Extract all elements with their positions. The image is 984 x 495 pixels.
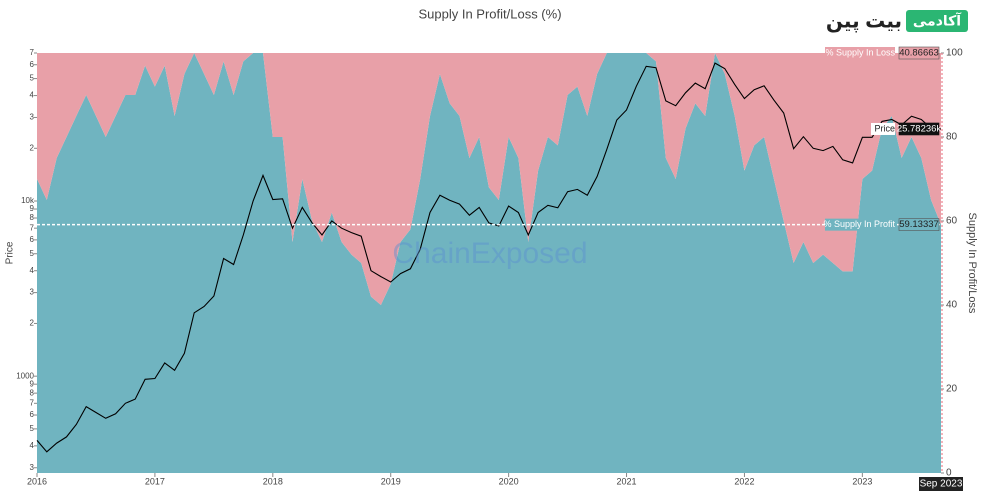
y-tick-label: 9	[30, 379, 35, 388]
y2-tick-label: 60	[946, 216, 958, 227]
y-tick-label: 4	[30, 441, 35, 450]
area	[37, 53, 941, 473]
y-tick-label: 4	[30, 91, 35, 100]
y-tick-label: 7	[30, 48, 35, 57]
chart-title: Supply In Profit/Loss (%)	[418, 6, 561, 21]
x-tick-label: 2021	[617, 476, 637, 486]
x-tick-label: 2023	[852, 476, 872, 486]
y-tick-label: 3	[30, 113, 35, 122]
series-name-box	[825, 218, 895, 231]
y-tick-label: 6	[30, 235, 35, 244]
x-tick-label: 2019	[381, 476, 401, 486]
y-tick-label: 9	[30, 204, 35, 213]
y-tick-label: 5	[30, 249, 35, 258]
area	[37, 53, 941, 305]
y-tick-label: 6	[30, 60, 35, 69]
logo-name: بیت پین	[826, 10, 902, 33]
end-label: 25.78236k	[897, 123, 942, 134]
y-tick-label: 5	[30, 424, 35, 433]
y-tick-label: 2	[30, 143, 35, 152]
y2-tick-label: 40	[946, 300, 958, 311]
y2-tick-label: 20	[946, 384, 958, 395]
y-tick-label: 2	[30, 319, 35, 328]
series-name-box	[825, 47, 895, 59]
y-tick-label: 5	[30, 74, 35, 83]
x-tick-label: 2020	[499, 476, 519, 486]
watermark: ChainExposed	[392, 237, 587, 270]
end-label-box	[898, 122, 940, 136]
y2-tick-label: 0	[946, 468, 952, 479]
end-label: 40.86663	[899, 48, 939, 59]
logo-badge	[906, 10, 968, 32]
end-label-box	[898, 46, 940, 60]
end-label-box	[898, 218, 940, 231]
y-tick-label: 10k	[21, 196, 35, 205]
x-tick-label: 2018	[263, 476, 283, 486]
y-tick-label: 8	[30, 388, 35, 397]
y-tick-label: 1000	[16, 371, 34, 380]
y-tick-label: 3	[30, 288, 35, 297]
legend-entry: % Supply In Loss	[825, 47, 895, 57]
y-tick-label: 6	[30, 410, 35, 419]
x-tick-label: 2016	[27, 476, 47, 486]
y2-axis-label: Supply In Profit/Loss	[966, 213, 978, 314]
y-tick-label: 3	[30, 463, 35, 472]
y-tick-label: 7	[30, 223, 35, 232]
end-date-label: Sep 2023	[920, 479, 963, 490]
logo-tag: آکادمی	[913, 12, 962, 29]
x-tick-label: 2017	[145, 476, 165, 486]
price-line	[36, 62, 942, 453]
y-tick-label: 4	[30, 266, 35, 275]
y-tick-label: 7	[30, 398, 35, 407]
y2-tick-label: 100	[946, 48, 963, 59]
end-label: 59.13337	[899, 219, 939, 230]
series-name-box	[871, 122, 895, 135]
y-tick-label: 8	[30, 213, 35, 222]
x-tick-label: 2022	[734, 476, 754, 486]
y2-tick-label: 80	[946, 132, 958, 143]
end-date-box	[919, 477, 963, 491]
legend-entry: % Supply In Profit	[823, 219, 895, 229]
y-axis-label: Price	[5, 241, 16, 264]
legend-entry: Price	[874, 123, 895, 133]
